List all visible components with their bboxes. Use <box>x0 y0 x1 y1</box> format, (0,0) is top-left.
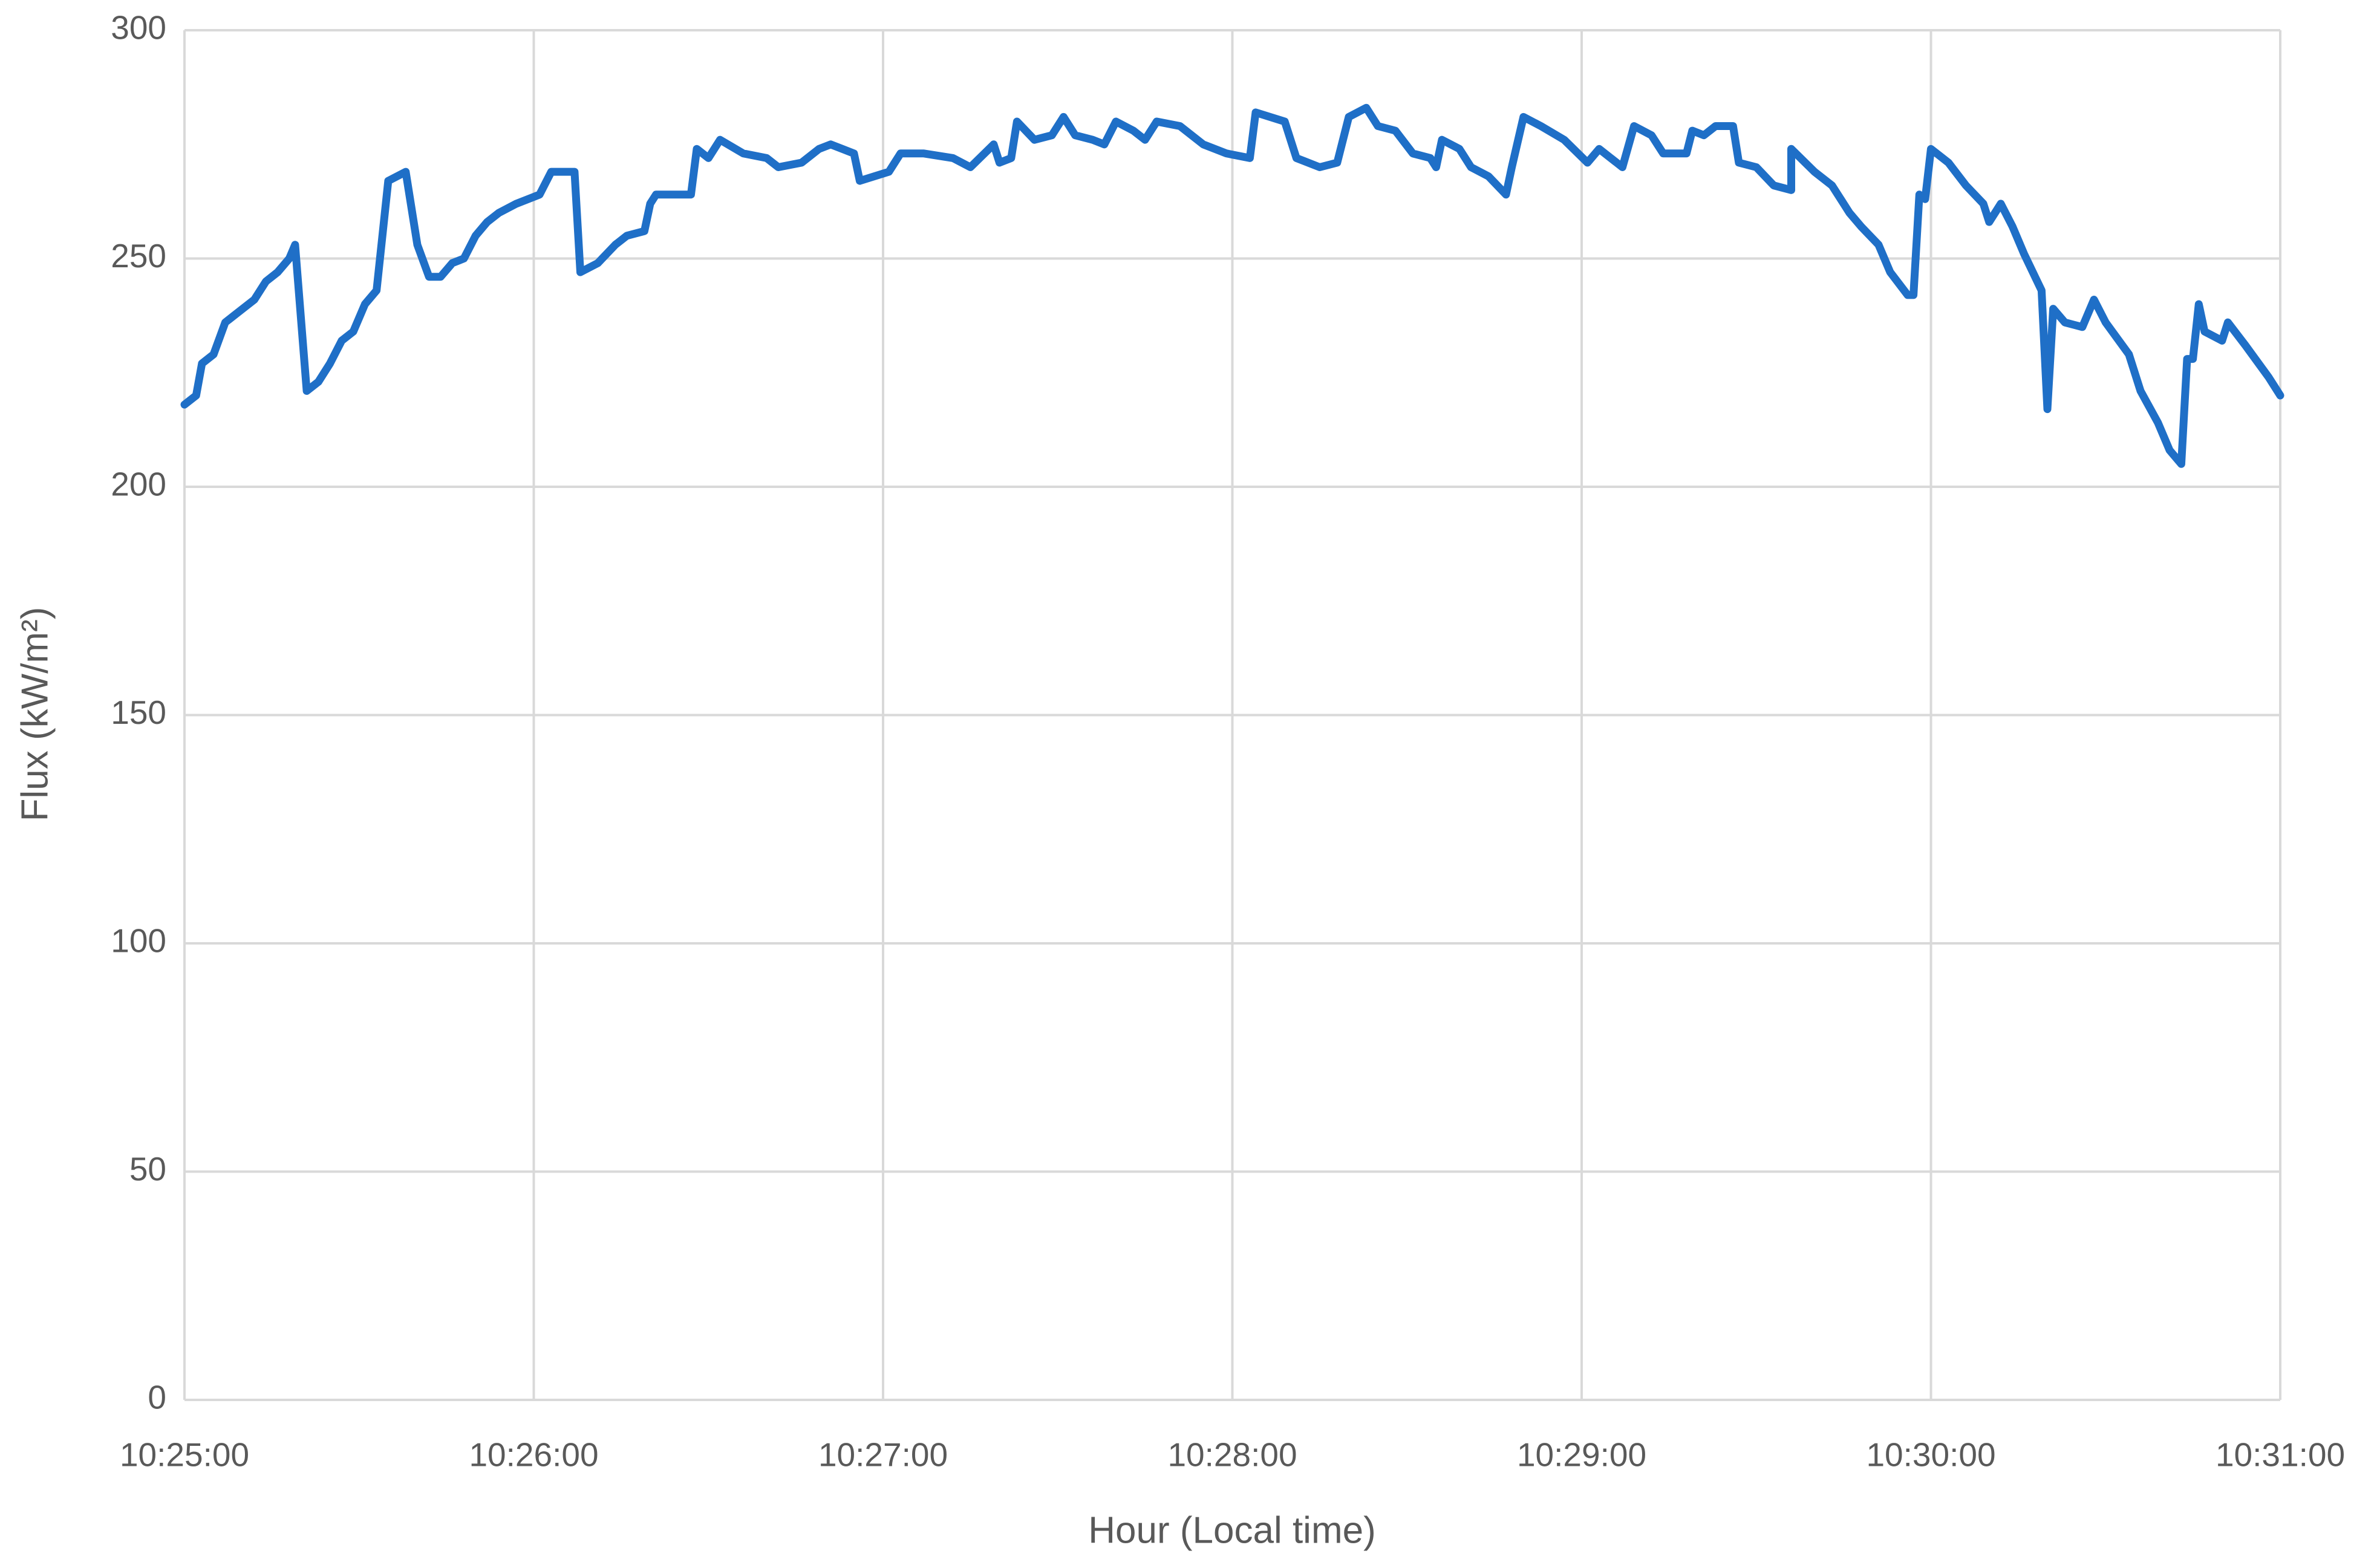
x-tick-label: 10:31:00 <box>2216 1436 2345 1474</box>
x-tick-label: 10:30:00 <box>1866 1436 1995 1474</box>
x-tick-label: 10:26:00 <box>469 1436 598 1474</box>
x-tick-label: 10:27:00 <box>818 1436 948 1474</box>
y-tick-label: 150 <box>111 694 166 731</box>
x-tick-label: 10:25:00 <box>120 1436 249 1474</box>
y-tick-label: 300 <box>111 9 166 47</box>
y-tick-label: 0 <box>148 1379 166 1416</box>
y-tick-label: 200 <box>111 466 166 503</box>
y-axis-title: Flux (kW/m²) <box>14 607 56 822</box>
y-tick-label: 100 <box>111 922 166 960</box>
data-line <box>180 103 2284 468</box>
x-tick-label: 10:28:00 <box>1167 1436 1297 1474</box>
y-tick-label: 50 <box>129 1150 166 1188</box>
y-tick-label: 250 <box>111 237 166 275</box>
x-axis-title: Hour (Local time) <box>1088 1509 1375 1551</box>
x-tick-label: 10:29:00 <box>1517 1436 1646 1474</box>
